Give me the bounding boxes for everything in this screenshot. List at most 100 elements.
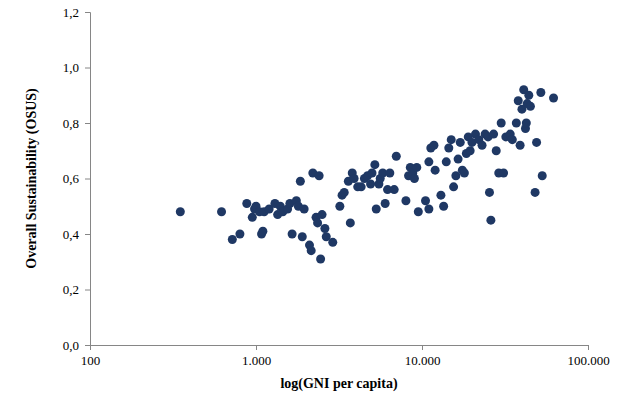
y-tick-label: 0,4 xyxy=(63,227,80,242)
y-tick-label: 1,0 xyxy=(63,60,79,75)
point xyxy=(385,168,394,177)
point xyxy=(444,143,453,152)
point xyxy=(454,155,463,164)
y-tick: 0,4 xyxy=(63,227,90,242)
y-axis-title: Overall Sustainability (OSUS) xyxy=(24,88,40,269)
point xyxy=(217,207,226,216)
point xyxy=(424,205,433,214)
x-axis-title: log(GNI per capita) xyxy=(280,376,398,392)
x-tick-label: 10.000 xyxy=(405,353,441,368)
point xyxy=(346,218,355,227)
point xyxy=(447,135,456,144)
point xyxy=(366,180,375,189)
point xyxy=(442,157,451,166)
x-tick: 10.000 xyxy=(405,345,441,368)
y-tick: 0,6 xyxy=(63,171,90,186)
x-tick-mark xyxy=(422,345,423,350)
point xyxy=(258,227,267,236)
point xyxy=(370,160,379,169)
point xyxy=(401,196,410,205)
y-tick: 1,0 xyxy=(63,60,90,75)
point xyxy=(436,191,445,200)
point xyxy=(328,238,337,247)
point xyxy=(390,185,399,194)
point xyxy=(242,199,251,208)
point xyxy=(392,152,401,161)
point xyxy=(340,188,349,197)
plot-area: 100 1.000 10.000 100.000 0,0 0,2 0,4 0,6 0,8 1,0 1… xyxy=(63,5,610,369)
point xyxy=(531,188,540,197)
y-tick-mark xyxy=(85,68,90,69)
point xyxy=(478,141,487,150)
point xyxy=(316,254,325,263)
point xyxy=(350,174,359,183)
y-tick-label: 0,8 xyxy=(63,116,79,131)
y-tick: 0,2 xyxy=(63,282,90,297)
point xyxy=(296,177,305,186)
point xyxy=(456,138,465,147)
point xyxy=(522,119,531,128)
point xyxy=(300,205,309,214)
point xyxy=(489,130,498,139)
point xyxy=(424,157,433,166)
y-axis: 0,0 0,2 0,4 0,6 0,8 1,0 1,2 xyxy=(63,5,91,353)
point xyxy=(228,235,237,244)
y-tick-mark xyxy=(85,179,90,180)
y-tick-mark xyxy=(85,12,90,13)
point xyxy=(381,199,390,208)
point xyxy=(499,168,508,177)
point xyxy=(460,168,469,177)
x-tick: 1.000 xyxy=(242,345,271,368)
chart: 100 1.000 10.000 100.000 0,0 0,2 0,4 0,6 0,8 1,0 1… xyxy=(0,0,632,400)
point xyxy=(288,230,297,239)
point xyxy=(526,102,535,111)
point xyxy=(538,171,547,180)
x-tick-label: 1.000 xyxy=(242,353,271,368)
y-tick-mark xyxy=(85,123,90,124)
point xyxy=(486,216,495,225)
point xyxy=(549,94,558,103)
x-tick-label: 100.000 xyxy=(567,353,609,368)
point xyxy=(176,207,185,216)
point xyxy=(298,232,307,241)
point xyxy=(516,141,525,150)
point xyxy=(421,196,430,205)
x-tick: 100.000 xyxy=(567,345,609,368)
point xyxy=(318,210,327,219)
point xyxy=(439,202,448,211)
point xyxy=(449,182,458,191)
point xyxy=(235,230,244,239)
y-tick-label: 1,2 xyxy=(63,5,79,20)
x-tick-mark xyxy=(256,345,257,350)
point xyxy=(524,91,533,100)
y-tick-label: 0,2 xyxy=(63,282,79,297)
x-tick: 100 xyxy=(81,345,101,368)
y-tick-mark xyxy=(85,290,90,291)
point xyxy=(372,205,381,214)
point xyxy=(410,174,419,183)
point xyxy=(485,188,494,197)
y-tick-label: 0,0 xyxy=(63,338,79,353)
x-axis: 100 1.000 10.000 100.000 xyxy=(81,345,610,368)
point xyxy=(431,166,440,175)
point xyxy=(357,182,366,191)
y-tick-mark xyxy=(85,234,90,235)
y-tick-label: 0,6 xyxy=(63,171,80,186)
point xyxy=(508,135,517,144)
point xyxy=(248,213,257,222)
point xyxy=(315,171,324,180)
point xyxy=(320,224,329,233)
x-axis-line xyxy=(91,346,589,351)
point xyxy=(532,138,541,147)
point xyxy=(368,168,377,177)
point xyxy=(497,119,506,128)
point xyxy=(512,119,521,128)
point xyxy=(412,163,421,172)
point xyxy=(335,202,344,211)
point xyxy=(492,146,501,155)
y-tick: 0,8 xyxy=(63,116,90,131)
points xyxy=(176,85,558,263)
y-tick-mark xyxy=(85,345,90,346)
point xyxy=(429,141,438,150)
y-axis-line xyxy=(85,13,91,346)
